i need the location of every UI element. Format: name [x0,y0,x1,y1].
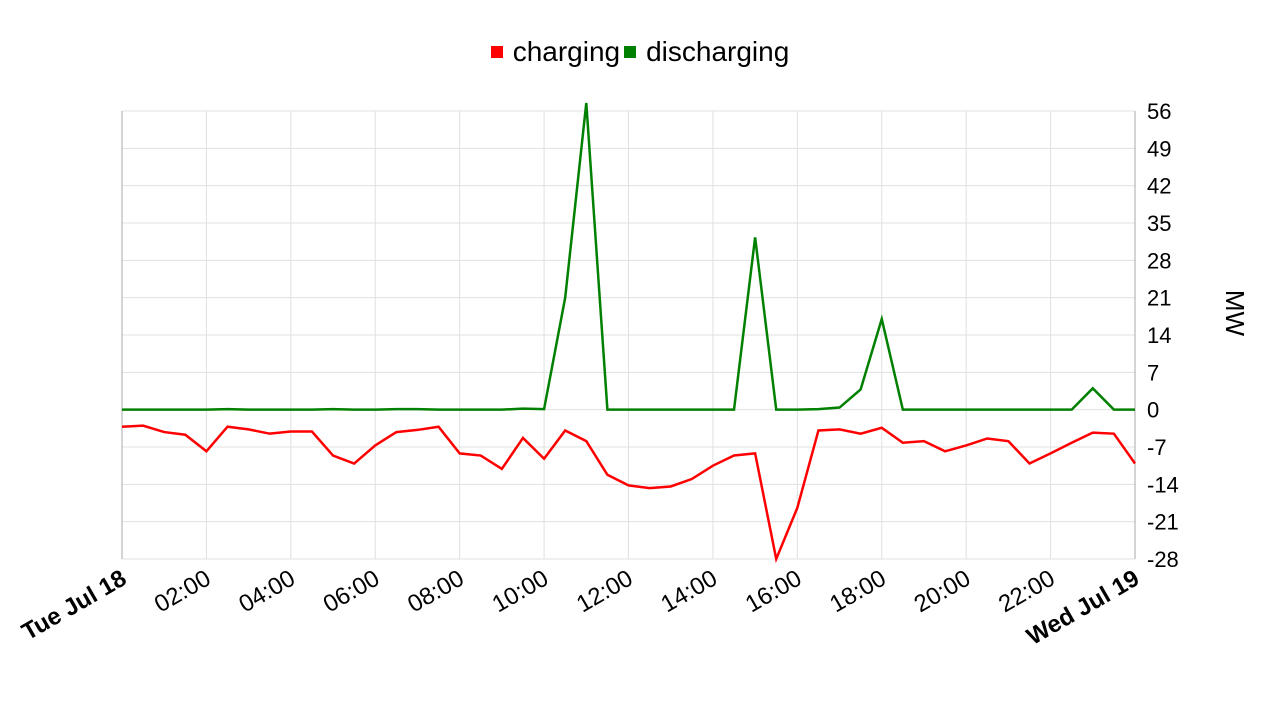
legend-label-discharging: discharging [646,36,790,67]
y-axis-label: MW [1220,290,1250,337]
y-tick-label: 49 [1147,136,1171,161]
x-tick-label: Tue Jul 18 [17,565,131,646]
series-line-discharging [122,102,1135,411]
x-tick-label: 06:00 [319,565,385,618]
x-tick-label: 14:00 [656,565,722,618]
y-tick-label: 42 [1147,174,1171,199]
y-tick-label: -14 [1147,472,1179,497]
x-tick-label: 18:00 [825,565,891,618]
legend: charging discharging [0,36,1280,68]
y-tick-label: -21 [1147,510,1179,535]
x-tick-label: 12:00 [572,565,638,618]
y-tick-label: 0 [1147,398,1159,423]
legend-item-charging[interactable]: charging [490,36,621,68]
y-tick-label: 14 [1147,323,1171,348]
x-tick-label: 16:00 [741,565,807,618]
legend-label-charging: charging [512,36,621,67]
y-tick-label: -7 [1147,435,1167,460]
legend-item-discharging[interactable]: discharging [624,36,789,68]
y-tick-label: -28 [1147,547,1179,572]
y-tick-label: 35 [1147,211,1171,236]
y-tick-label: 56 [1147,99,1171,124]
y-tick-label: 28 [1147,248,1171,273]
series-line-charging [121,424,1137,564]
x-tick-label: 08:00 [403,565,469,618]
y-tick-label: 21 [1147,286,1171,311]
y-tick-label: 7 [1147,360,1159,385]
x-tick-label: 10:00 [488,565,554,618]
legend-swatch-charging [490,45,503,58]
x-tick-label: 22:00 [994,565,1060,618]
legend-swatch-discharging [624,45,637,58]
x-tick-label: 02:00 [150,565,216,618]
x-tick-label: 04:00 [234,565,300,618]
x-tick-label: 20:00 [910,565,976,618]
